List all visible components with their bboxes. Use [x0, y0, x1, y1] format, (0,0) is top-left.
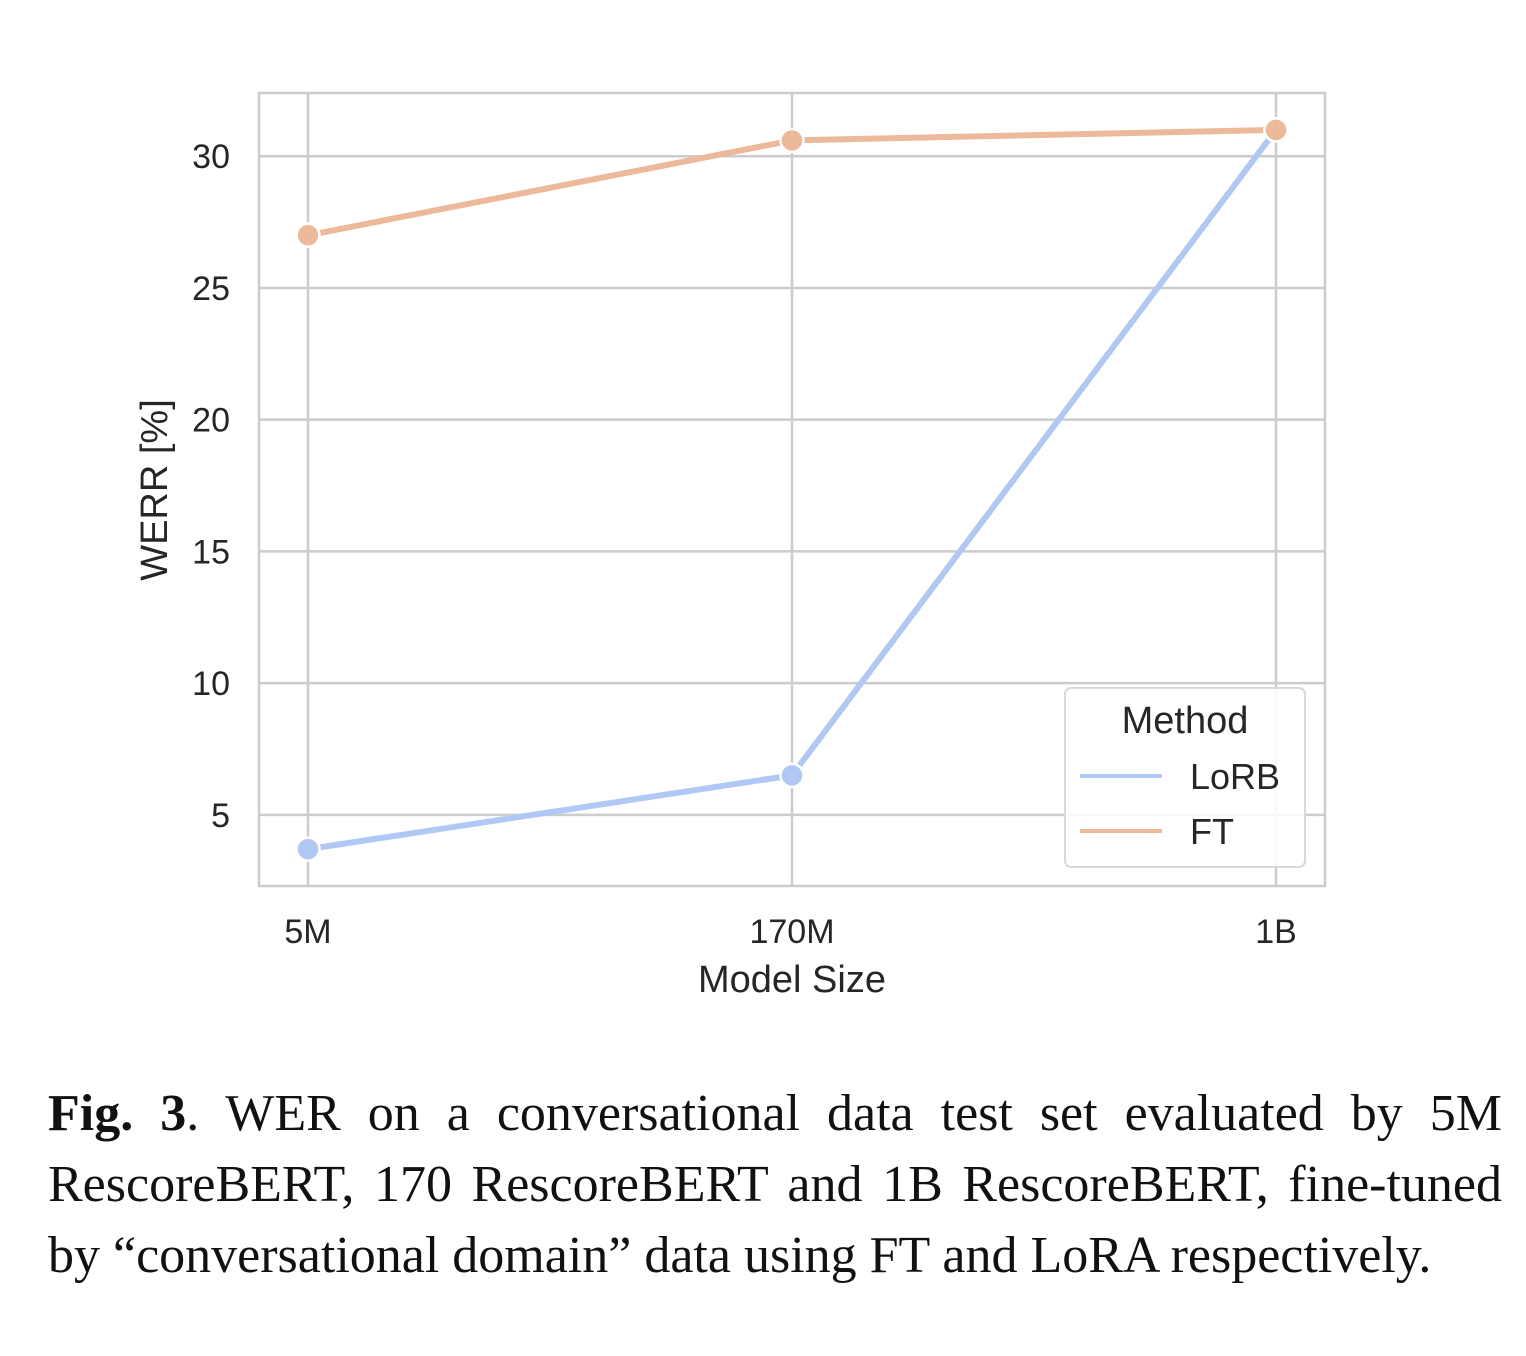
legend-box	[1064, 687, 1306, 868]
y-tick-label: 30	[192, 138, 230, 176]
caption-text: . WER on a conversational data test set …	[48, 1085, 1502, 1284]
y-tick-label: 5	[211, 797, 230, 835]
plot-frame	[257, 91, 1327, 888]
data-point-lorb	[779, 762, 805, 789]
x-tick-label: 170M	[749, 913, 834, 951]
y-tick-label: 20	[192, 402, 230, 440]
data-point-ft	[779, 127, 805, 154]
y-tick-labels: 5 10 15 20 25 30	[192, 138, 230, 835]
legend: Method LoRB FT	[1064, 687, 1306, 868]
line-chart: 5 10 15 20 25 30 5M 170M 1B Model Size WERR [%]…	[134, 91, 1327, 1001]
x-tick-label: 5M	[284, 913, 331, 951]
x-axis-label: Model Size	[698, 959, 886, 1001]
figure-caption: Fig. 3. WER on a conversational data tes…	[48, 1078, 1502, 1291]
series-layer	[295, 117, 1289, 862]
y-axis-label: WERR [%]	[134, 399, 176, 581]
data-point-ft	[295, 222, 321, 249]
y-tick-label: 15	[192, 533, 230, 571]
legend-label-ft: FT	[1190, 811, 1234, 852]
y-tick-label: 25	[192, 270, 230, 308]
caption-label: Fig. 3	[48, 1085, 187, 1142]
data-point-ft-top	[1263, 117, 1289, 143]
x-tick-labels: 5M 170M 1B	[284, 913, 1296, 951]
legend-label-lorb: LoRB	[1190, 756, 1280, 797]
legend-title: Method	[1122, 700, 1249, 742]
y-tick-label: 10	[192, 665, 230, 703]
x-tick-label: 1B	[1255, 913, 1297, 951]
data-point-lorb	[295, 836, 321, 862]
